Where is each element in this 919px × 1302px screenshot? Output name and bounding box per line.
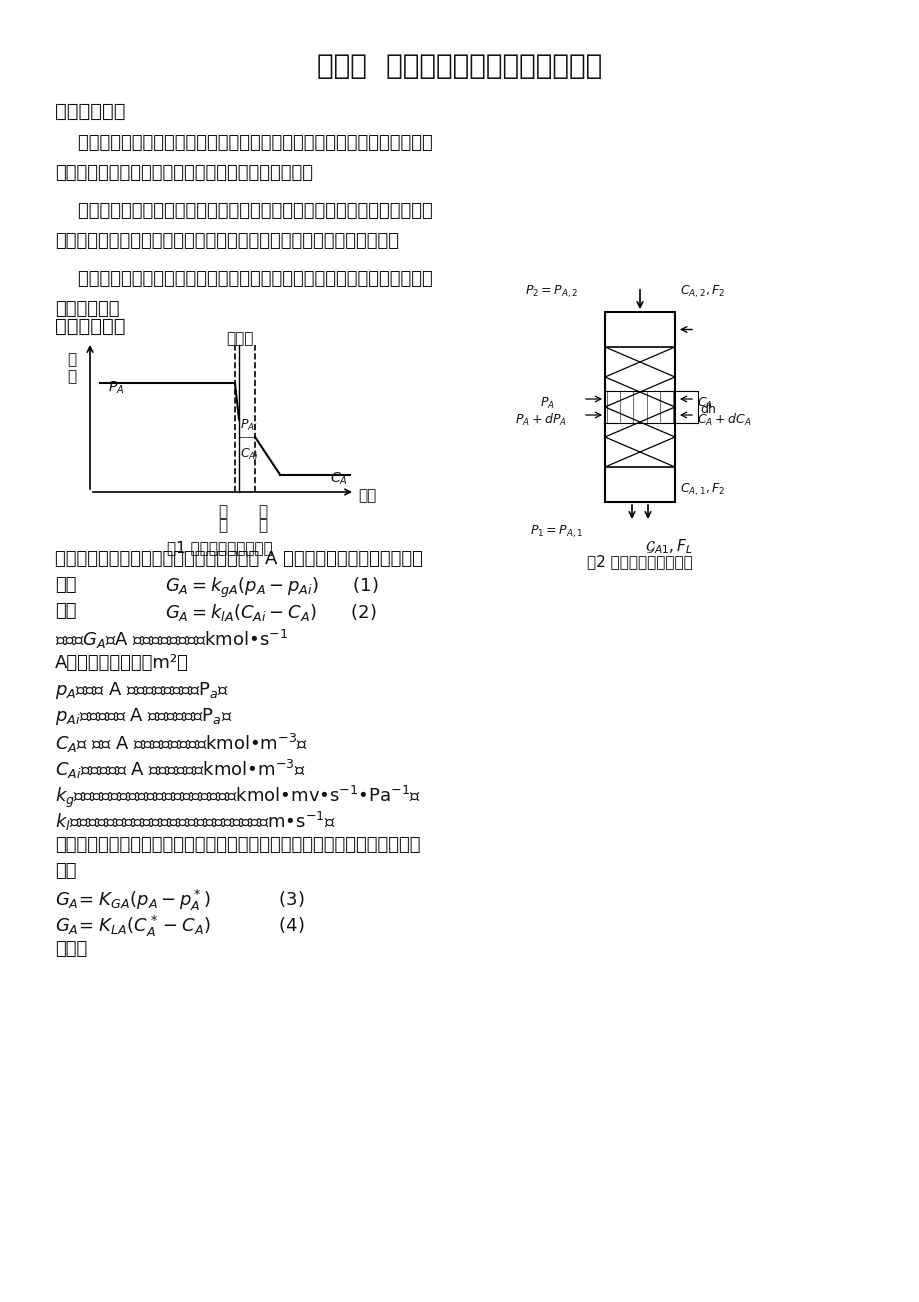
Text: 本实验采用水吸收二氧化碳，测定填料塔的液侧传质膜系数、总传质系数和: 本实验采用水吸收二氧化碳，测定填料塔的液侧传质膜系数、总传质系数和 <box>55 202 432 220</box>
Text: $G_A$= $K_{LA}(C_A^*-C_A)$            (4): $G_A$= $K_{LA}(C_A^*-C_A)$ (4) <box>55 914 304 939</box>
Text: $C_{Ai}$: $C_{Ai}$ <box>240 447 259 462</box>
Text: $P_{Ai}$: $P_{Ai}$ <box>240 418 257 432</box>
Text: 膜: 膜 <box>258 518 267 533</box>
Text: 实验五  填料塔液侧传质膜系数的测定: 实验五 填料塔液侧传质膜系数的测定 <box>317 52 602 79</box>
Text: 气: 气 <box>218 504 227 519</box>
Text: 二、实验原理: 二、实验原理 <box>55 316 125 336</box>
Text: $G_A$= $K_{GA}(p_A-p_A^*)$            (3): $G_A$= $K_{GA}(p_A-p_A^*)$ (3) <box>55 888 304 913</box>
Text: 式中：: 式中： <box>55 940 87 958</box>
Text: 距离: 距离 <box>357 488 376 503</box>
Text: $P_A$: $P_A$ <box>539 396 554 411</box>
Text: $C_A+dC_A$: $C_A+dC_A$ <box>697 411 751 428</box>
Text: $C_A$: $C_A$ <box>697 396 712 411</box>
Text: 膜: 膜 <box>218 518 227 533</box>
Text: $P_1 = P_{A,1}$: $P_1 = P_{A,1}$ <box>529 523 583 540</box>
Text: 传质单元高度，并通过实验确立液侧传质膜系数与各项操作条件的关系。: 传质单元高度，并通过实验确立液侧传质膜系数与各项操作条件的关系。 <box>55 232 399 250</box>
Text: $C_A$－ 液侧 A 组分的平均浓度，kmol•m$^{-3}$；: $C_A$－ 液侧 A 组分的平均浓度，kmol•m$^{-3}$； <box>55 732 308 755</box>
Text: dh: dh <box>699 404 715 417</box>
Text: $P_A$: $P_A$ <box>108 379 124 396</box>
Text: 液: 液 <box>258 504 267 519</box>
Text: A－两相接触面积，m²；: A－两相接触面积，m²； <box>55 654 188 672</box>
Text: 图2 填料塔的物料衡算图: 图2 填料塔的物料衡算图 <box>586 553 692 569</box>
Text: 达为: 达为 <box>55 862 76 880</box>
Text: 度: 度 <box>67 368 76 384</box>
Text: 图1 双膜模型浓度分布图: 图1 双膜模型浓度分布图 <box>167 540 273 555</box>
Text: 通过实验，学习掌握研究物质传递过程的一种实验方法，并加深对传质过程: 通过实验，学习掌握研究物质传递过程的一种实验方法，并加深对传质过程 <box>55 270 432 288</box>
Text: $p_A$－气侧 A 组分的平均分压，P$_a$；: $p_A$－气侧 A 组分的平均分压，P$_a$； <box>55 680 229 700</box>
Text: $k_l$－以物质的量浓度表达推动力的液侧传质膜系数，m•s$^{-1}$。: $k_l$－以物质的量浓度表达推动力的液侧传质膜系数，m•s$^{-1}$。 <box>55 810 335 833</box>
Text: $C_{A,1}, F_2$: $C_{A,1}, F_2$ <box>679 482 724 497</box>
Text: $k_g$－以分压表达推动力的气侧传质膜系数，kmol•mv•s$^{-1}$•Pa$^{-1}$；: $k_g$－以分压表达推动力的气侧传质膜系数，kmol•mv•s$^{-1}$•… <box>55 784 421 810</box>
Text: $G_A = k_{gA}(p_A-p_{Ai})$      (1): $G_A = k_{gA}(p_A-p_{Ai})$ (1) <box>165 575 379 600</box>
Text: 浓: 浓 <box>67 352 76 367</box>
Text: 填料塔在传质过程的有关单元操作中，应用十分广泛。实验研究传质过程的: 填料塔在传质过程的有关单元操作中，应用十分广泛。实验研究传质过程的 <box>55 134 432 152</box>
Text: 双膜模型的基本假设，气侧和液测得吸收质 A 的传质速率方程可分别表达为: 双膜模型的基本假设，气侧和液测得吸收质 A 的传质速率方程可分别表达为 <box>55 549 423 568</box>
Text: $C_A$: $C_A$ <box>330 470 347 487</box>
Text: 以气相分压或以液相浓度表示传质过程推动力的相际传质速率方程又可分别表: 以气相分压或以液相浓度表示传质过程推动力的相际传质速率方程又可分别表 <box>55 836 420 854</box>
Text: $P_A+dP_A$: $P_A+dP_A$ <box>515 411 566 428</box>
Text: $P_2 = P_{A,2}$: $P_2 = P_{A,2}$ <box>525 284 578 299</box>
Text: 一、实验目的: 一、实验目的 <box>55 102 125 121</box>
Text: 气膜: 气膜 <box>55 575 76 594</box>
Text: $C_{A,2}, F_2$: $C_{A,2}, F_2$ <box>679 284 724 299</box>
Text: 原理的理解。: 原理的理解。 <box>55 299 119 318</box>
Text: 控制步骤，测定传质膜系数和总传质系数，尤为重要。: 控制步骤，测定传质膜系数和总传质系数，尤为重要。 <box>55 164 312 182</box>
Text: $p_{Ai}$－相界面上 A 组分的分压，P$_a$；: $p_{Ai}$－相界面上 A 组分的分压，P$_a$； <box>55 706 233 727</box>
Text: 相界面: 相界面 <box>226 331 254 346</box>
Text: $G_A = k_{lA}(C_{Ai}-C_A)$      (2): $G_A = k_{lA}(C_{Ai}-C_A)$ (2) <box>165 602 376 622</box>
Text: $\mathcal{G}_{A1}, \mathit{F}_L$: $\mathcal{G}_{A1}, \mathit{F}_L$ <box>644 536 692 556</box>
Text: 式中：$G_A$－A 组分的传质速率，kmol•s$^{-1}$: 式中：$G_A$－A 组分的传质速率，kmol•s$^{-1}$ <box>55 628 288 651</box>
Text: $C_{Ai}$－相界面上 A 组分的浓度，kmol•m$^{-3}$；: $C_{Ai}$－相界面上 A 组分的浓度，kmol•m$^{-3}$； <box>55 758 305 781</box>
Text: 液膜: 液膜 <box>55 602 76 620</box>
